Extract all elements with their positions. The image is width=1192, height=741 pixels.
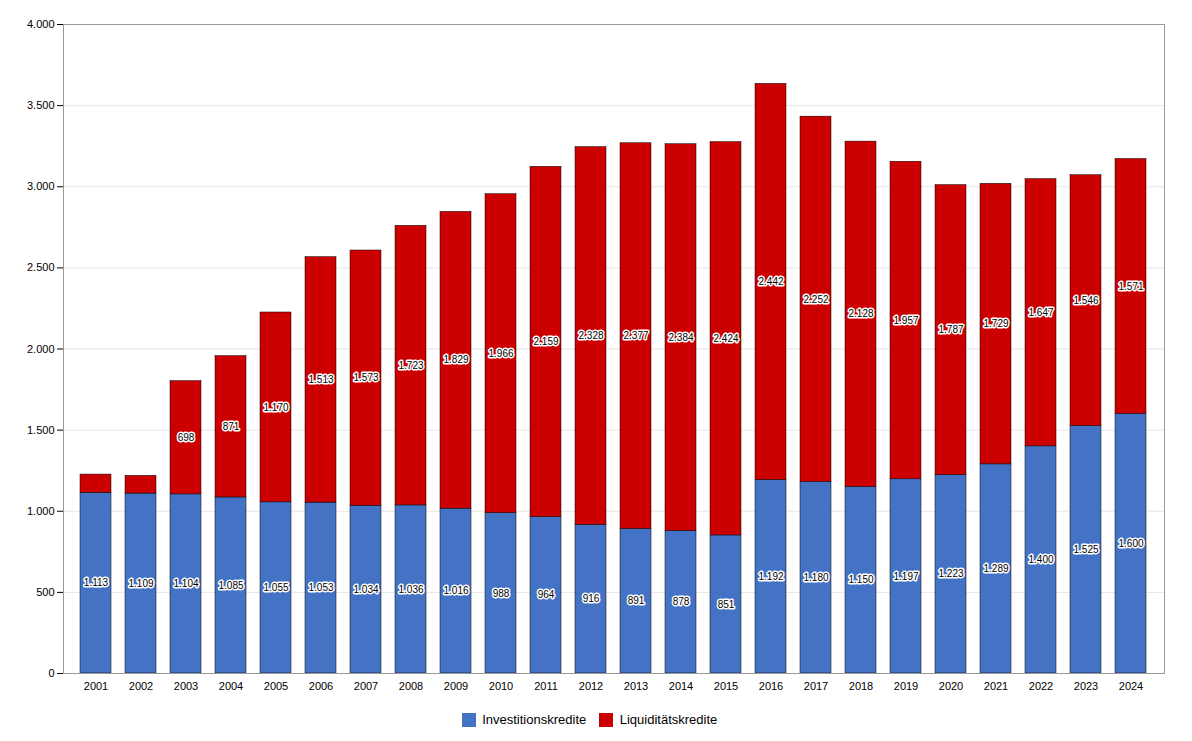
svg-text:2.000: 2.000	[27, 343, 55, 355]
svg-text:916: 916	[583, 593, 600, 604]
svg-text:2022: 2022	[1029, 680, 1053, 692]
svg-text:2.442: 2.442	[758, 276, 783, 287]
svg-text:1.055: 1.055	[263, 582, 288, 593]
svg-text:1.150: 1.150	[848, 574, 873, 585]
svg-text:1.513: 1.513	[308, 374, 333, 385]
svg-text:2013: 2013	[624, 680, 648, 692]
svg-text:2002: 2002	[129, 680, 153, 692]
svg-text:1.573: 1.573	[353, 372, 378, 383]
svg-text:4.000: 4.000	[27, 18, 55, 30]
svg-text:1.600: 1.600	[1118, 538, 1143, 549]
svg-text:500: 500	[36, 586, 54, 598]
svg-text:2015: 2015	[714, 680, 738, 692]
svg-text:1.525: 1.525	[1073, 544, 1098, 555]
svg-text:2021: 2021	[984, 680, 1008, 692]
svg-text:2011: 2011	[534, 680, 558, 692]
svg-text:2001: 2001	[84, 680, 108, 692]
svg-text:2.424: 2.424	[713, 333, 738, 344]
svg-text:1.829: 1.829	[443, 354, 468, 365]
svg-text:964: 964	[538, 589, 555, 600]
svg-text:878: 878	[673, 596, 690, 607]
svg-text:1.966: 1.966	[488, 348, 513, 359]
svg-text:1.787: 1.787	[938, 324, 963, 335]
svg-text:871: 871	[223, 421, 240, 432]
svg-text:2014: 2014	[669, 680, 693, 692]
svg-text:2019: 2019	[894, 680, 918, 692]
svg-text:988: 988	[493, 588, 510, 599]
svg-text:2007: 2007	[354, 680, 378, 692]
svg-text:1.180: 1.180	[803, 572, 828, 583]
svg-text:2018: 2018	[849, 680, 873, 692]
svg-text:1.957: 1.957	[893, 315, 918, 326]
html-text:Investitionskredite: Investitionskredite	[482, 712, 587, 727]
svg-text:1.729: 1.729	[983, 318, 1008, 329]
svg-text:2003: 2003	[174, 680, 198, 692]
svg-text:3.500: 3.500	[27, 99, 55, 111]
svg-text:3.000: 3.000	[27, 180, 55, 192]
svg-text:1.034: 1.034	[353, 584, 378, 595]
svg-text:2008: 2008	[399, 680, 423, 692]
svg-text:2.128: 2.128	[848, 308, 873, 319]
svg-text:851: 851	[718, 599, 735, 610]
svg-text:2.328: 2.328	[578, 330, 603, 341]
svg-text:2.159: 2.159	[533, 336, 558, 347]
html-text:Liquiditätskredite: Liquiditätskredite	[619, 712, 718, 727]
svg-text:2.500: 2.500	[27, 261, 55, 273]
svg-text:2023: 2023	[1074, 680, 1098, 692]
svg-text:2012: 2012	[579, 680, 603, 692]
svg-text:1.036: 1.036	[398, 584, 423, 595]
svg-text:1.289: 1.289	[983, 563, 1008, 574]
svg-text:891: 891	[628, 595, 645, 606]
svg-text:1.192: 1.192	[758, 571, 783, 582]
svg-text:1.113: 1.113	[84, 577, 109, 588]
svg-text:1.546: 1.546	[1073, 295, 1098, 306]
svg-text:2010: 2010	[489, 680, 513, 692]
svg-text:1.000: 1.000	[27, 505, 55, 517]
svg-text:2.377: 2.377	[623, 330, 648, 341]
svg-text:1.723: 1.723	[398, 360, 423, 371]
svg-text:2005: 2005	[264, 680, 288, 692]
svg-text:2.384: 2.384	[668, 332, 693, 343]
svg-text:698: 698	[178, 432, 195, 443]
svg-text:1.647: 1.647	[1028, 307, 1053, 318]
svg-text:1.223: 1.223	[938, 568, 963, 579]
svg-text:1.400: 1.400	[1028, 554, 1053, 565]
svg-text:2016: 2016	[759, 680, 783, 692]
svg-text:2004: 2004	[219, 680, 243, 692]
svg-text:1.571: 1.571	[1118, 281, 1143, 292]
svg-text:2006: 2006	[309, 680, 333, 692]
svg-text:1.085: 1.085	[218, 580, 243, 591]
svg-text:1.197: 1.197	[893, 571, 918, 582]
svg-text:2020: 2020	[939, 680, 963, 692]
svg-text:1.016: 1.016	[443, 585, 468, 596]
svg-text:1.053: 1.053	[308, 582, 333, 593]
svg-text:1.170: 1.170	[263, 402, 288, 413]
svg-text:2017: 2017	[804, 680, 828, 692]
svg-text:2.252: 2.252	[803, 294, 828, 305]
svg-text:1.104: 1.104	[173, 578, 198, 589]
svg-text:0: 0	[48, 667, 54, 679]
svg-text:2024: 2024	[1119, 680, 1143, 692]
svg-text:1.500: 1.500	[27, 424, 55, 436]
svg-text:1.109: 1.109	[128, 578, 153, 589]
svg-text:2009: 2009	[444, 680, 468, 692]
